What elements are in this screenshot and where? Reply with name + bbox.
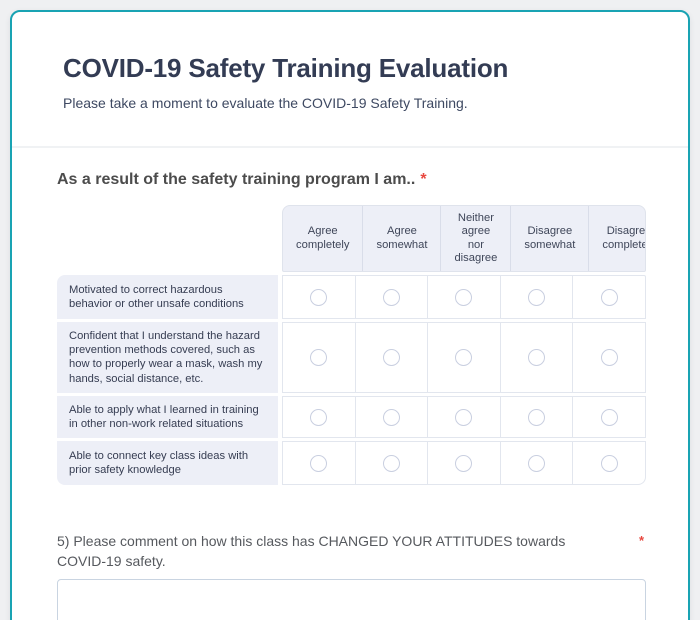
radio-button[interactable] (310, 408, 328, 426)
matrix-cell (282, 275, 356, 319)
matrix-cell (573, 275, 646, 319)
radio-button[interactable] (600, 348, 618, 366)
matrix-cell (573, 322, 646, 393)
required-asterisk: * (420, 171, 427, 188)
matrix-cell (282, 441, 356, 486)
required-asterisk: * (638, 533, 644, 549)
matrix-cell (355, 395, 429, 439)
radio-button[interactable] (382, 454, 400, 472)
matrix-question-title: As a result of the safety training progr… (57, 170, 646, 189)
radio-button[interactable] (382, 408, 400, 426)
radio-button[interactable] (310, 288, 328, 306)
matrix-row-label: Motivated to correct hazardous behavior … (57, 275, 278, 319)
radio-button[interactable] (382, 288, 400, 306)
matrix-column-header: Disagree somewhat (511, 206, 590, 271)
matrix-row-label: Able to connect key class ideas with pri… (57, 441, 278, 486)
comment-question: 5) Please comment on how this class has … (57, 531, 646, 620)
radio-button[interactable] (310, 454, 328, 472)
form-subtitle: Please take a moment to evaluate the COV… (63, 95, 468, 111)
radio-button[interactable] (600, 408, 618, 426)
radio-button[interactable] (528, 408, 546, 426)
matrix-cell (428, 395, 501, 439)
matrix-cell (500, 322, 574, 393)
comment-textarea[interactable] (57, 579, 646, 620)
radio-button[interactable] (600, 454, 618, 472)
matrix-cell (573, 441, 646, 486)
matrix-cell (428, 275, 501, 319)
matrix-cell (355, 322, 429, 393)
form-body: As a result of the safety training progr… (12, 148, 688, 620)
comment-question-label: 5) Please comment on how this class has … (57, 533, 566, 570)
matrix-row: Able to connect key class ideas with pri… (57, 441, 646, 486)
matrix-cell (282, 395, 356, 439)
radio-button[interactable] (455, 454, 473, 472)
matrix-cell (355, 441, 429, 486)
matrix-cell (500, 275, 574, 319)
matrix-row: Confident that I understand the hazard p… (57, 322, 646, 393)
matrix-row-label: Confident that I understand the hazard p… (57, 322, 278, 393)
matrix-row: Motivated to correct hazardous behavior … (57, 275, 646, 319)
matrix-column-header: Agree completely (283, 206, 364, 271)
radio-button[interactable] (600, 288, 618, 306)
matrix-cell (282, 322, 356, 393)
page-title: COVID-19 Safety Training Evaluation (63, 53, 509, 83)
matrix-question-label: As a result of the safety training progr… (57, 171, 416, 188)
matrix-cell (500, 395, 574, 439)
radio-button[interactable] (382, 348, 400, 366)
matrix-cell (500, 441, 574, 486)
form-header: COVID-19 Safety Training Evaluation Plea… (12, 12, 688, 113)
radio-button[interactable] (528, 454, 546, 472)
matrix-row: Able to apply what I learned in training… (57, 395, 646, 439)
radio-button[interactable] (310, 348, 328, 366)
matrix-cell (428, 322, 501, 393)
matrix-cell (355, 275, 429, 319)
radio-button[interactable] (455, 408, 473, 426)
form-card: COVID-19 Safety Training Evaluation Plea… (10, 10, 690, 620)
matrix-table: Agree completely Agree somewhat Neither … (57, 205, 646, 486)
matrix-cell (573, 395, 646, 439)
matrix-header-spacer (57, 205, 282, 272)
matrix-column-header: Disagree completely (602, 225, 646, 251)
radio-button[interactable] (528, 288, 546, 306)
radio-button[interactable] (455, 348, 473, 366)
radio-button[interactable] (455, 288, 473, 306)
matrix-header-row: Agree completely Agree somewhat Neither … (57, 205, 646, 272)
matrix-column-header: Agree somewhat (363, 206, 442, 271)
matrix-row-label: Able to apply what I learned in training… (57, 395, 278, 439)
radio-button[interactable] (528, 348, 546, 366)
header-divider (12, 146, 688, 148)
matrix-header-block: Agree completely Agree somewhat Neither … (282, 205, 646, 272)
matrix-column-header: Neither agree nor disagree (441, 206, 512, 271)
matrix-cell (428, 441, 501, 486)
